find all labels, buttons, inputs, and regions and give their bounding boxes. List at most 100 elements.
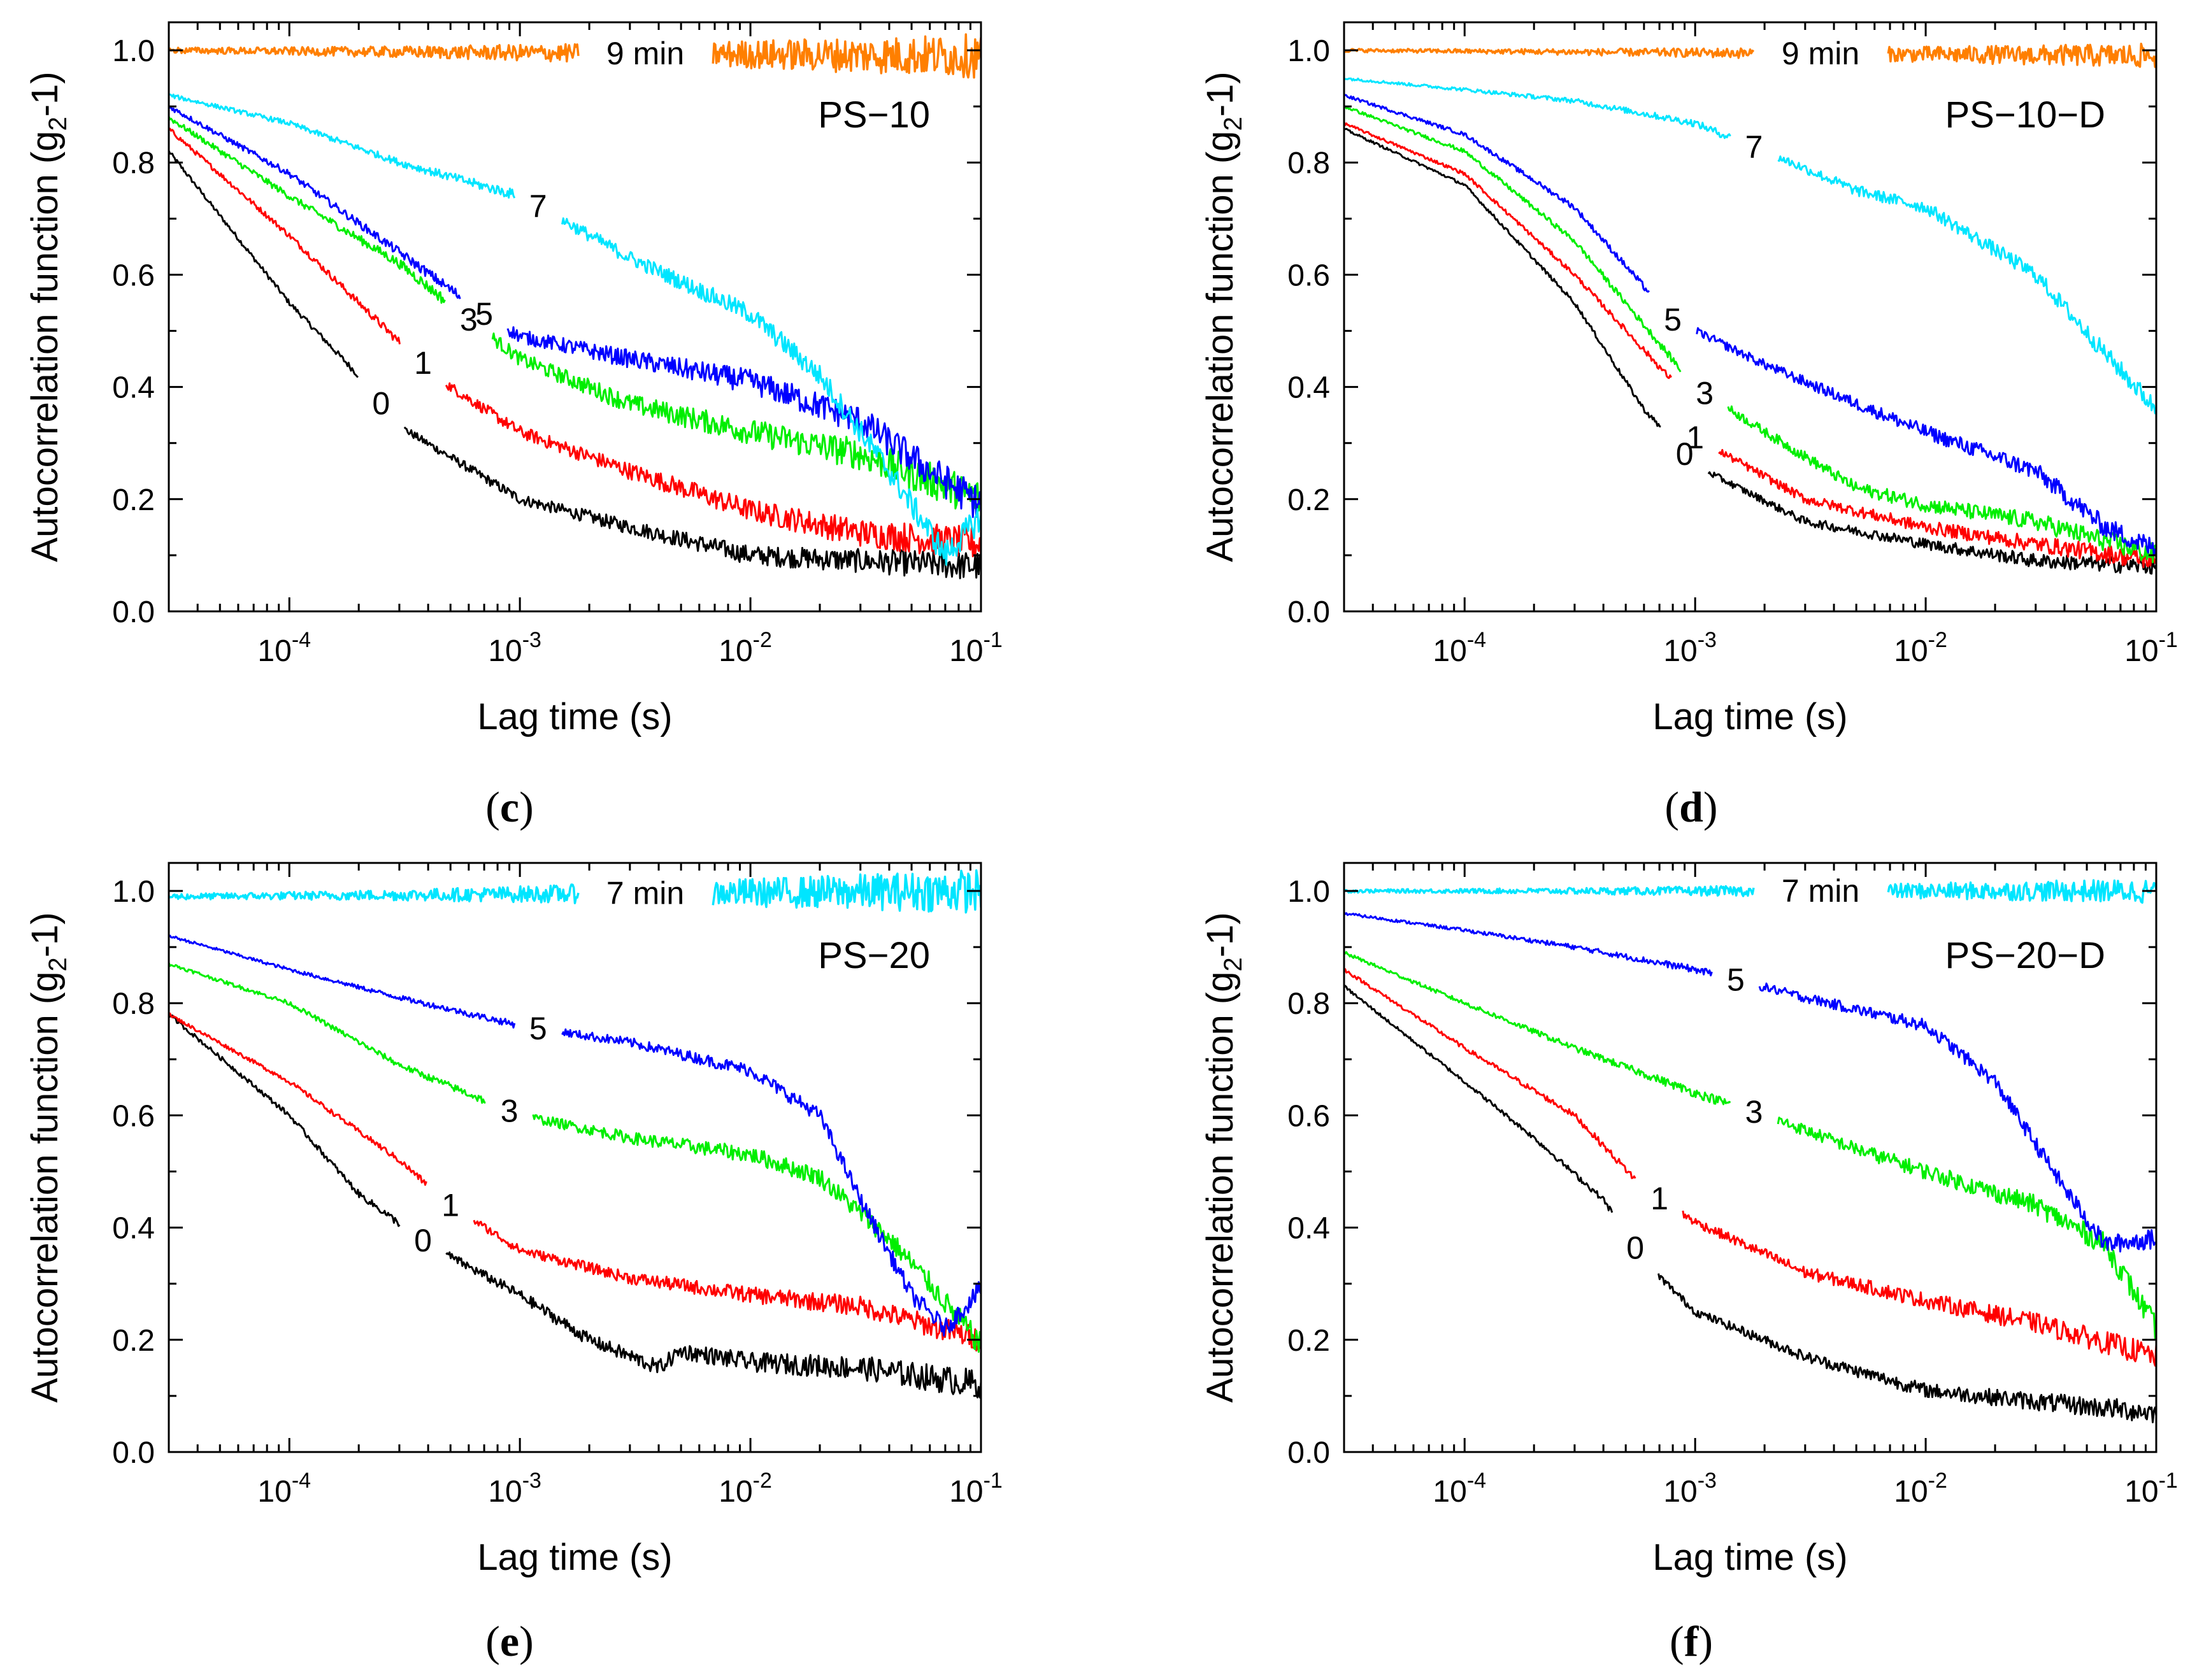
- x-axis-label: Lag time (s): [477, 696, 672, 737]
- plot-area: [1344, 879, 2156, 1423]
- series-label-7: 7: [1745, 129, 1763, 165]
- series-label-9-min: 9 min: [1782, 36, 1859, 71]
- axes-frame: [1343, 862, 2158, 1453]
- y-tick-label: 0.0: [1287, 595, 1330, 629]
- series-label-0: 0: [1676, 436, 1694, 472]
- y-tick-label: 0.8: [112, 146, 155, 180]
- y-tick-label: 1.0: [1287, 875, 1330, 909]
- x-tick-label: 10-1: [949, 1469, 1003, 1509]
- x-tick-label: 10-4: [257, 628, 311, 668]
- series-label-7-min: 7 min: [1782, 873, 1859, 909]
- series-line-7: [169, 93, 981, 566]
- series-line-0: [169, 150, 981, 580]
- series-label-1: 1: [441, 1187, 459, 1223]
- axes-frame: [1343, 21, 2158, 613]
- y-tick-label: 0.2: [1287, 483, 1330, 517]
- y-axis-label: Autocorrelation function (g2-1): [24, 71, 72, 562]
- series-label-0: 0: [1626, 1230, 1644, 1266]
- x-tick-label: 10-4: [1433, 628, 1486, 668]
- x-axis-label: Lag time (s): [1652, 1537, 1847, 1578]
- y-tick-label: 0.4: [1287, 371, 1330, 405]
- series-line-1: [169, 127, 981, 558]
- x-axis-label: Lag time (s): [1652, 696, 1847, 737]
- x-tick-label: 10-4: [257, 1469, 311, 1509]
- sample-name: PS−10−D: [1945, 94, 2105, 136]
- y-tick-label: 0.2: [112, 1324, 155, 1358]
- x-tick-label: 10-1: [2124, 1469, 2178, 1509]
- x-tick-label: 10-4: [1433, 1469, 1486, 1509]
- series-line-1: [1344, 968, 2156, 1367]
- series-line-5: [1344, 911, 2156, 1253]
- y-tick-label: 0.0: [112, 595, 155, 629]
- y-tick-label: 0.0: [112, 1436, 155, 1470]
- series-label-5: 5: [529, 1011, 547, 1046]
- series-label-1: 1: [1650, 1181, 1668, 1216]
- plot-area: [1344, 43, 2156, 575]
- series-label-1: 1: [1686, 420, 1704, 455]
- series-line-1: [169, 1012, 981, 1352]
- series-line-0: [1344, 985, 2156, 1423]
- series-line-9-min: [169, 33, 981, 79]
- series-line-3: [1344, 951, 2156, 1340]
- series-line-3: [1344, 106, 2156, 564]
- x-axis-label: Lag time (s): [477, 1537, 672, 1578]
- series-label-1: 1: [414, 345, 432, 381]
- panel-d: 01 3 5 7 9 min 0.0 0.2 0.4 0.6 0.8 1.0 10-4 10-3 10-2…: [1199, 21, 2178, 831]
- series-label-3: 3: [1745, 1094, 1763, 1130]
- y-tick-label: 1.0: [112, 34, 155, 68]
- panel-caption: (d): [1664, 783, 1717, 831]
- x-tick-label: 10-2: [1894, 1469, 1947, 1509]
- sample-name: PS−20−D: [1945, 935, 2105, 976]
- panel-caption: (e): [485, 1617, 534, 1665]
- x-tick-label: 10-3: [488, 628, 541, 668]
- y-tick-label: 0.8: [1287, 146, 1330, 180]
- series-label-0: 0: [414, 1223, 432, 1258]
- y-axis-label: Autocorrelation function (g2-1): [1199, 912, 1247, 1402]
- x-tick-label: 10-2: [1894, 628, 1947, 668]
- x-tick-label: 10-1: [949, 628, 1003, 668]
- y-tick-label: 0.6: [1287, 1099, 1330, 1133]
- y-tick-label: 0.4: [1287, 1212, 1330, 1246]
- series-line-7-min: [169, 869, 981, 914]
- y-tick-label: 0.2: [1287, 1324, 1330, 1358]
- x-tick-label: 10-2: [719, 628, 772, 668]
- y-tick-label: 0.6: [1287, 259, 1330, 292]
- x-tick-label: 10-2: [719, 1469, 772, 1509]
- plot-area: [169, 33, 981, 580]
- plot-area: [169, 869, 981, 1399]
- y-tick-label: 0.4: [112, 371, 155, 405]
- sample-name: PS−20: [818, 935, 930, 976]
- y-tick-label: 0.6: [112, 1099, 155, 1133]
- series-label-5: 5: [1664, 302, 1682, 338]
- x-tick-label: 10-3: [1663, 628, 1717, 668]
- series-label-7-min: 7 min: [606, 876, 684, 911]
- series-label-9-min: 9 min: [606, 36, 684, 71]
- series-line-5: [1344, 94, 2156, 557]
- series-line-5: [169, 105, 981, 518]
- series-line-3: [169, 962, 981, 1353]
- series-label-3: 3: [501, 1093, 519, 1128]
- y-tick-label: 1.0: [1287, 34, 1330, 68]
- series-line-0: [169, 1013, 981, 1399]
- y-axis-label: Autocorrelation function (g2-1): [1199, 71, 1247, 562]
- series-label-5: 5: [475, 296, 493, 332]
- panel-caption: (c): [485, 783, 534, 831]
- panel-f: 01 3 5 7 min 0.0 0.2 0.4 0.6 0.8 1.0 10-4 10-3 10-2 1…: [1199, 862, 2178, 1665]
- series-line-0: [1344, 127, 2156, 575]
- axes-frame: [168, 21, 982, 613]
- series-line-7-min: [1344, 879, 2156, 904]
- y-tick-label: 0.8: [1287, 987, 1330, 1021]
- x-tick-label: 10-1: [2124, 628, 2178, 668]
- y-tick-label: 0.4: [112, 1212, 155, 1246]
- series-label-3: 3: [1696, 375, 1714, 411]
- sample-name: PS−10: [818, 94, 930, 136]
- series-line-1: [1344, 122, 2156, 569]
- y-tick-label: 0.0: [1287, 1436, 1330, 1470]
- x-tick-label: 10-3: [1663, 1469, 1717, 1509]
- panel-caption: (f): [1670, 1617, 1713, 1665]
- y-tick-label: 0.6: [112, 259, 155, 292]
- x-tick-label: 10-3: [488, 1469, 541, 1509]
- series-label-7: 7: [529, 189, 547, 224]
